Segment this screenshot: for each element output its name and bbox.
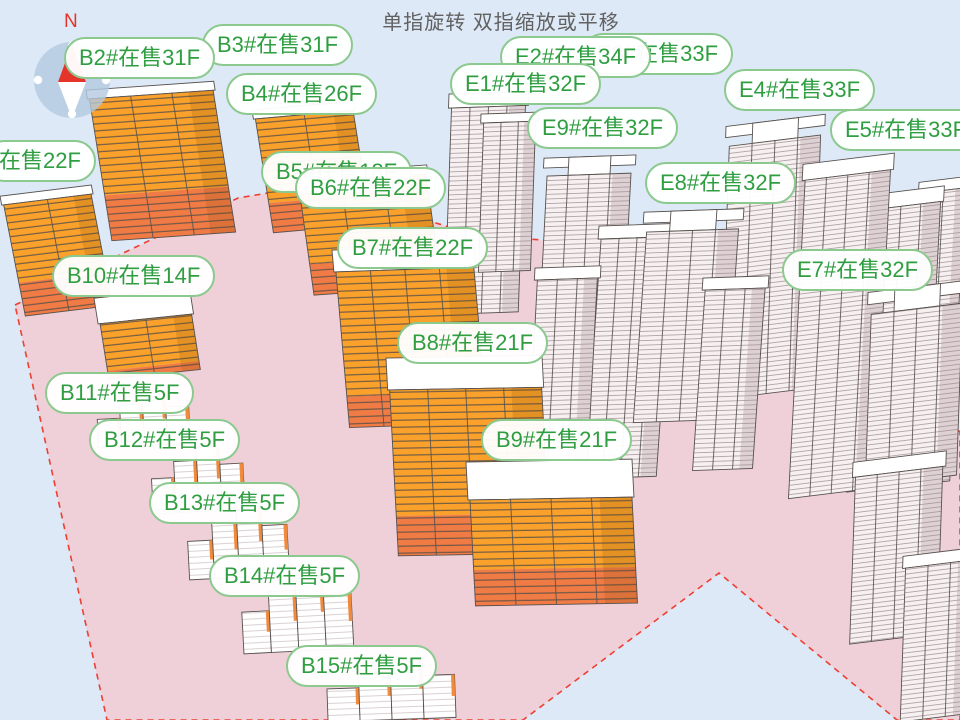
building-label-B8[interactable]: B8#在售21F xyxy=(397,322,549,364)
building-label-B1[interactable]: 在售22F xyxy=(0,140,96,182)
building-label-E8[interactable]: E8#在售32F xyxy=(645,162,797,204)
building-label-B4[interactable]: B4#在售26F xyxy=(226,73,378,115)
building-label-B12[interactable]: B12#在售5F xyxy=(89,419,241,461)
building-label-B2[interactable]: B2#在售31F xyxy=(64,37,216,79)
building-label-B6[interactable]: B6#在售22F xyxy=(295,167,447,209)
building-label-B15[interactable]: B15#在售5F xyxy=(286,645,438,687)
building-t7[interactable] xyxy=(690,275,770,472)
building-label-B10[interactable]: B10#在售14F xyxy=(52,255,216,297)
compass-needle-south xyxy=(58,82,86,118)
building-label-E1[interactable]: E1#在售32F xyxy=(450,63,602,105)
building-label-E4[interactable]: E4#在售33F xyxy=(724,69,876,111)
building-label-B7[interactable]: B7#在售22F xyxy=(337,227,489,269)
building-label-B14[interactable]: B14#在售5F xyxy=(209,555,361,597)
compass-north-label: N xyxy=(64,11,78,32)
building-label-B11[interactable]: B11#在售5F xyxy=(45,372,195,414)
gesture-hint: 单指旋转 双指缩放或平移 xyxy=(382,12,620,34)
building-t2[interactable] xyxy=(475,111,540,273)
building-b10[interactable] xyxy=(93,287,202,380)
building-b2b3[interactable] xyxy=(85,80,238,242)
building-label-B9[interactable]: B9#在售21F xyxy=(481,419,633,461)
building-label-B13[interactable]: B13#在售5F xyxy=(149,482,301,524)
compass-tick-dot xyxy=(33,75,43,85)
building-label-E7[interactable]: E7#在售32F xyxy=(782,249,934,291)
building-b9[interactable] xyxy=(465,458,640,607)
building-label-E5[interactable]: E5#在售33F xyxy=(830,109,960,151)
building-t14[interactable] xyxy=(897,546,960,720)
building-label-E9[interactable]: E9#在售32F xyxy=(527,107,679,149)
